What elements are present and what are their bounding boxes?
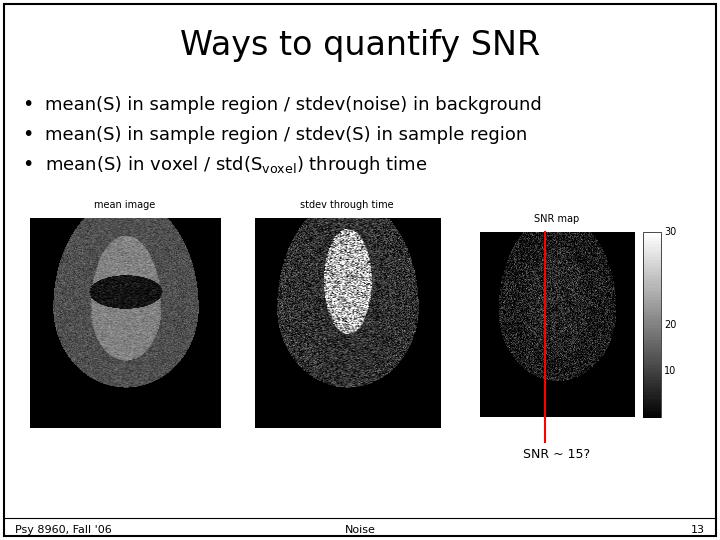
Bar bbox=[643, 278, 661, 282]
Text: Psy 8960, Fall '06: Psy 8960, Fall '06 bbox=[15, 525, 112, 535]
Bar bbox=[643, 355, 661, 360]
Bar bbox=[643, 325, 661, 328]
Bar bbox=[643, 399, 661, 403]
Bar bbox=[643, 275, 661, 279]
Bar bbox=[643, 328, 661, 332]
Text: •: • bbox=[22, 156, 34, 174]
Bar bbox=[643, 389, 661, 393]
Bar bbox=[643, 285, 661, 288]
Bar bbox=[643, 260, 661, 264]
Text: 30: 30 bbox=[664, 227, 676, 237]
Bar bbox=[643, 303, 661, 307]
Bar bbox=[643, 334, 661, 338]
Text: Noise: Noise bbox=[345, 525, 375, 535]
Bar bbox=[643, 359, 661, 362]
Bar bbox=[643, 235, 661, 239]
Text: mean(S) in sample region / stdev(S) in sample region: mean(S) in sample region / stdev(S) in s… bbox=[45, 126, 527, 144]
Bar bbox=[643, 361, 661, 366]
Bar bbox=[643, 402, 661, 406]
Bar bbox=[643, 287, 661, 292]
Bar bbox=[643, 374, 661, 378]
Bar bbox=[643, 319, 661, 322]
Bar bbox=[643, 386, 661, 390]
Bar bbox=[643, 306, 661, 310]
Bar bbox=[643, 238, 661, 242]
Bar bbox=[643, 330, 661, 335]
Bar bbox=[643, 247, 661, 252]
Bar bbox=[643, 411, 661, 415]
Text: SNR map: SNR map bbox=[534, 214, 580, 224]
Bar bbox=[643, 309, 661, 313]
Text: •: • bbox=[22, 125, 34, 145]
Bar bbox=[643, 297, 661, 301]
Bar bbox=[643, 281, 661, 286]
Text: mean(S) in sample region / stdev(noise) in background: mean(S) in sample region / stdev(noise) … bbox=[45, 96, 541, 114]
Text: 20: 20 bbox=[664, 320, 676, 329]
Bar bbox=[643, 393, 661, 396]
Bar bbox=[643, 312, 661, 316]
Bar bbox=[643, 294, 661, 298]
Bar bbox=[643, 241, 661, 245]
Bar bbox=[643, 256, 661, 261]
Bar bbox=[643, 408, 661, 412]
Bar bbox=[643, 352, 661, 356]
Bar bbox=[643, 315, 661, 319]
Text: •: • bbox=[22, 96, 34, 114]
Bar bbox=[643, 377, 661, 381]
Bar bbox=[643, 254, 661, 258]
Bar bbox=[643, 272, 661, 276]
Bar bbox=[643, 346, 661, 350]
Bar bbox=[643, 340, 661, 344]
Bar bbox=[643, 300, 661, 304]
Bar bbox=[643, 321, 661, 326]
Bar bbox=[643, 269, 661, 273]
Bar bbox=[643, 383, 661, 387]
Bar bbox=[643, 349, 661, 353]
Bar bbox=[643, 404, 661, 409]
Bar bbox=[643, 364, 661, 369]
Bar bbox=[643, 232, 661, 417]
Bar bbox=[643, 266, 661, 270]
Bar bbox=[643, 414, 661, 418]
Bar bbox=[643, 244, 661, 248]
Text: mean image: mean image bbox=[94, 200, 156, 210]
Bar bbox=[643, 343, 661, 347]
Text: 13: 13 bbox=[691, 525, 705, 535]
Bar bbox=[643, 263, 661, 267]
Text: mean(S) in voxel / std(S$_{\mathregular{voxel}}$) through time: mean(S) in voxel / std(S$_{\mathregular{… bbox=[45, 154, 428, 176]
Bar bbox=[643, 251, 661, 254]
Text: 10: 10 bbox=[664, 366, 676, 376]
Bar bbox=[643, 395, 661, 400]
Bar bbox=[643, 368, 661, 372]
Text: stdev through time: stdev through time bbox=[300, 200, 394, 210]
Bar bbox=[643, 371, 661, 375]
Bar bbox=[643, 380, 661, 384]
Bar bbox=[643, 337, 661, 341]
Bar bbox=[643, 232, 661, 236]
Bar bbox=[643, 291, 661, 295]
Text: Ways to quantify SNR: Ways to quantify SNR bbox=[180, 29, 540, 62]
Text: SNR ~ 15?: SNR ~ 15? bbox=[523, 449, 590, 462]
